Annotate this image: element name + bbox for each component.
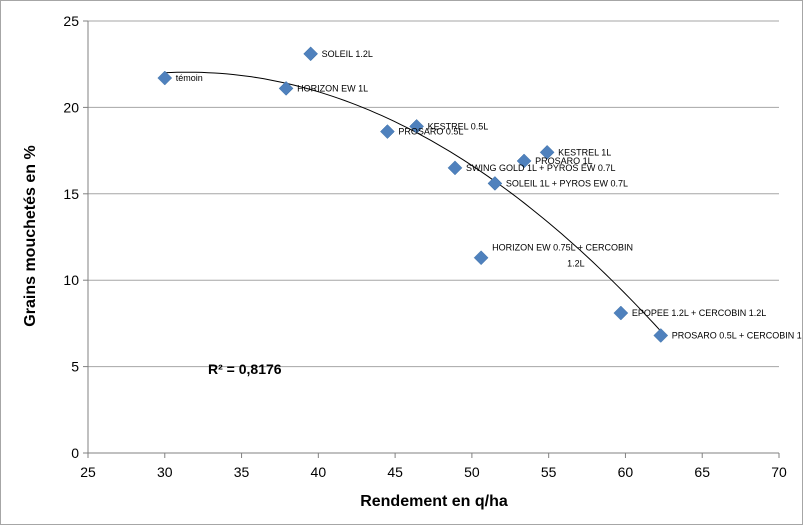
y-axis-title: Grains mouchetés en % [22,145,39,326]
point-label: EPOPEE 1.2L + CERCOBIN 1.2L [632,308,766,318]
gridlines [88,20,779,368]
point-label: KESTREL 0.5L [428,121,489,131]
data-point [447,160,463,176]
point-label: PROSARO 0.5L [398,127,463,137]
trendline-group [164,71,662,332]
axes: 0 5 10 15 20 25 25 30 35 40 45 50 55 60 65 70 [63,13,787,480]
y-tick-label: 5 [71,359,79,375]
y-tick-label: 10 [63,272,79,288]
x-tick-label: 30 [157,464,173,480]
data-point [409,119,424,134]
point-label: SOLEIL 1.2L [322,49,373,59]
data-point [613,305,629,321]
data-point [473,250,489,266]
x-tick-label: 25 [80,464,96,480]
point-label: 1.2L [567,259,585,269]
data-point [303,46,319,62]
y-tick-label: 0 [71,445,79,461]
x-tick-label: 65 [694,464,710,480]
y-tick-label: 20 [63,99,79,115]
data-point [380,124,395,139]
point-labels: témoin SOLEIL 1.2L HORIZON EW 1L PROSARO 0.… [176,49,802,341]
trendline [164,71,662,332]
point-label: SOLEIL 1L + PYROS EW 0.7L [506,178,628,188]
point-label: HORIZON EW 0.75L + CERCOBIN [492,243,633,253]
x-tick-label: 45 [387,464,403,480]
data-point [487,176,503,191]
data-point [157,70,173,86]
x-axis-title: Rendement en q/ha [360,493,508,510]
point-label: PROSARO 0.5L + CERCOBIN 1.1L [672,330,802,340]
y-tick-label: 25 [63,13,79,29]
data-point [539,144,555,160]
data-points [157,46,669,343]
data-point [516,153,532,169]
data-point [653,328,669,343]
point-label: HORIZON EW 1L [297,83,368,93]
r-squared-label: R² = 0,8176 [208,361,282,377]
point-label: KESTREL 1L [558,147,611,157]
x-tick-label: 35 [234,464,250,480]
x-tick-label: 55 [541,464,557,480]
y-tick-label: 15 [63,186,79,202]
point-label: SWING GOLD 1L + PYROS EW 0.7L [466,163,615,173]
x-tick-label: 70 [771,464,787,480]
x-tick-label: 40 [311,464,327,480]
data-point [278,81,294,96]
x-tick-label: 60 [618,464,634,480]
point-label: PROSARO 1L [535,156,593,166]
point-label: témoin [176,73,203,83]
x-tick-label: 50 [464,464,480,480]
